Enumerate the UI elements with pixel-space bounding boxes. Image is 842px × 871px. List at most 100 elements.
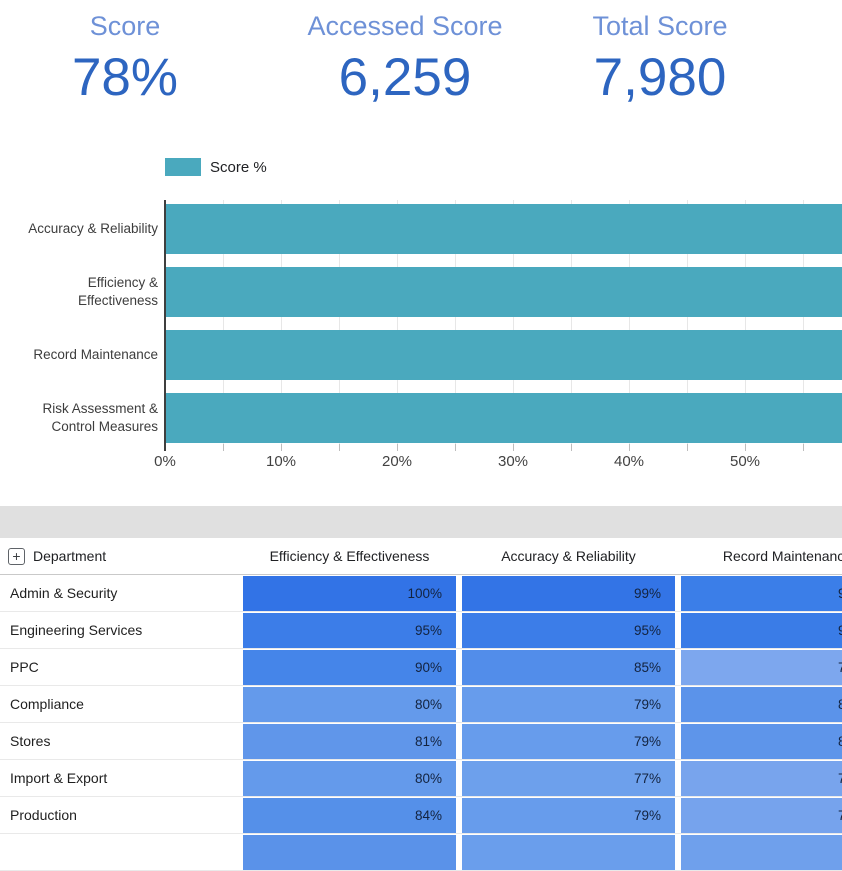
table-row[interactable]: PPC 90% 85% 7: [0, 649, 842, 686]
score-cell[interactable]: [459, 834, 678, 870]
score-cell[interactable]: [678, 834, 842, 870]
score-value: 80%: [414, 697, 442, 712]
column-header-label: Accuracy & Reliability: [501, 548, 636, 564]
score-cell[interactable]: 8: [678, 723, 842, 759]
gridline: [629, 200, 630, 444]
score-value: 8: [838, 697, 842, 712]
scorecard-total-score: Total Score 7,980: [560, 10, 760, 108]
gridline: [281, 200, 282, 444]
x-axis-label: 40%: [613, 453, 645, 470]
scorecard-accessed-score: Accessed Score 6,259: [280, 10, 530, 108]
column-header-label: Department: [33, 548, 107, 564]
score-cell[interactable]: 90%: [240, 649, 459, 685]
table-row[interactable]: Import & Export 80% 77% 7: [0, 760, 842, 797]
score-cell[interactable]: 80%: [240, 686, 459, 722]
category-label-record-maintenance: Record Maintenance: [0, 330, 158, 380]
score-cell[interactable]: 7: [678, 649, 842, 685]
scorecard-value: 6,259: [338, 48, 472, 107]
score-cell[interactable]: 79%: [459, 723, 678, 759]
score-value: 100%: [407, 586, 442, 601]
column-header-efficiency-effectiveness[interactable]: Efficiency & Effectiveness: [240, 538, 459, 574]
score-cell[interactable]: 7: [678, 760, 842, 796]
score-value: 79%: [633, 734, 661, 749]
scorecard-score: Score 78%: [30, 10, 220, 108]
table-row[interactable]: Production 84% 79% 7: [0, 797, 842, 834]
category-label-line: Risk Assessment &: [42, 400, 158, 416]
score-cell[interactable]: 100%: [240, 575, 459, 611]
gridline: [223, 200, 224, 444]
heatmap-cell: 100%: [243, 576, 456, 611]
score-value: 7: [838, 771, 842, 786]
score-cell[interactable]: 85%: [459, 649, 678, 685]
scorecard-value: 7,980: [593, 48, 727, 107]
score-cell[interactable]: 8: [678, 686, 842, 722]
column-header-label: Record Maintenance: [722, 548, 842, 564]
score-cell[interactable]: 81%: [240, 723, 459, 759]
score-cell[interactable]: [240, 834, 459, 870]
category-label-line: Accuracy & Reliability: [28, 220, 158, 236]
score-cell[interactable]: 7: [678, 797, 842, 833]
heatmap-cell: 80%: [243, 761, 456, 796]
x-axis-label: 50%: [729, 453, 761, 470]
bar-record-maintenance[interactable]: [166, 330, 842, 380]
column-header-department[interactable]: + Department: [0, 538, 240, 574]
category-label-accuracy-reliability: Accuracy & Reliability: [0, 204, 158, 254]
expand-rows-button[interactable]: +: [8, 547, 25, 565]
scorecard-value: 78%: [71, 48, 179, 107]
category-label-line: Control Measures: [51, 418, 158, 434]
score-value: 9: [838, 586, 842, 601]
y-axis-line: [164, 200, 166, 451]
x-axis-tick: [629, 444, 630, 451]
heatmap-cell: 90%: [243, 650, 456, 685]
score-cell[interactable]: 79%: [459, 686, 678, 722]
column-header-record-maintenance[interactable]: Record Maintenance: [678, 538, 842, 574]
department-cell: Admin & Security: [0, 575, 240, 611]
x-axis-tick: [745, 444, 746, 451]
heatmap-cell: 7: [681, 650, 842, 685]
score-cell[interactable]: 79%: [459, 797, 678, 833]
gridline: [397, 200, 398, 444]
heatmap-cell: [681, 835, 842, 870]
table-row[interactable]: Admin & Security 100% 99% 9: [0, 575, 842, 612]
table-row[interactable]: [0, 834, 842, 871]
department-name: Production: [10, 807, 77, 823]
legend-label: Score %: [210, 158, 267, 176]
score-value: 84%: [414, 808, 442, 823]
heatmap-cell: 79%: [462, 798, 675, 833]
table-row[interactable]: Compliance 80% 79% 8: [0, 686, 842, 723]
score-cell[interactable]: 95%: [240, 612, 459, 648]
department-scores-table: + Department Efficiency & Effectiveness …: [0, 538, 842, 871]
department-name: Compliance: [10, 696, 84, 712]
score-value: 79%: [633, 808, 661, 823]
bar-efficiency-effectiveness[interactable]: [166, 267, 842, 317]
x-axis-label: 10%: [265, 453, 297, 470]
column-header-accuracy-reliability[interactable]: Accuracy & Reliability: [459, 538, 678, 574]
table-row[interactable]: Engineering Services 95% 95% 9: [0, 612, 842, 649]
heatmap-cell: 79%: [462, 687, 675, 722]
heatmap-cell: 9: [681, 613, 842, 648]
heatmap-cell: 8: [681, 687, 842, 722]
column-header-label: Efficiency & Effectiveness: [269, 548, 430, 564]
heatmap-cell: 77%: [462, 761, 675, 796]
score-cell[interactable]: 99%: [459, 575, 678, 611]
department-name: Admin & Security: [10, 585, 118, 601]
category-label-risk-assessment: Risk Assessment & Control Measures: [0, 393, 158, 443]
score-cell[interactable]: 9: [678, 575, 842, 611]
score-value: 85%: [633, 660, 661, 675]
heatmap-cell: [243, 835, 456, 870]
score-cell[interactable]: 9: [678, 612, 842, 648]
heatmap-cell: 8: [681, 724, 842, 759]
score-value: 77%: [633, 771, 661, 786]
score-cell[interactable]: 80%: [240, 760, 459, 796]
score-cell[interactable]: 95%: [459, 612, 678, 648]
score-cell[interactable]: 77%: [459, 760, 678, 796]
section-divider: [0, 506, 842, 538]
score-cell[interactable]: 84%: [240, 797, 459, 833]
department-cell: Compliance: [0, 686, 240, 722]
bar-accuracy-reliability[interactable]: [166, 204, 842, 254]
scorecard-label: Total Score: [592, 11, 728, 41]
bar-risk-assessment[interactable]: [166, 393, 842, 443]
department-cell: Stores: [0, 723, 240, 759]
gridline: [571, 200, 572, 444]
table-row[interactable]: Stores 81% 79% 8: [0, 723, 842, 760]
